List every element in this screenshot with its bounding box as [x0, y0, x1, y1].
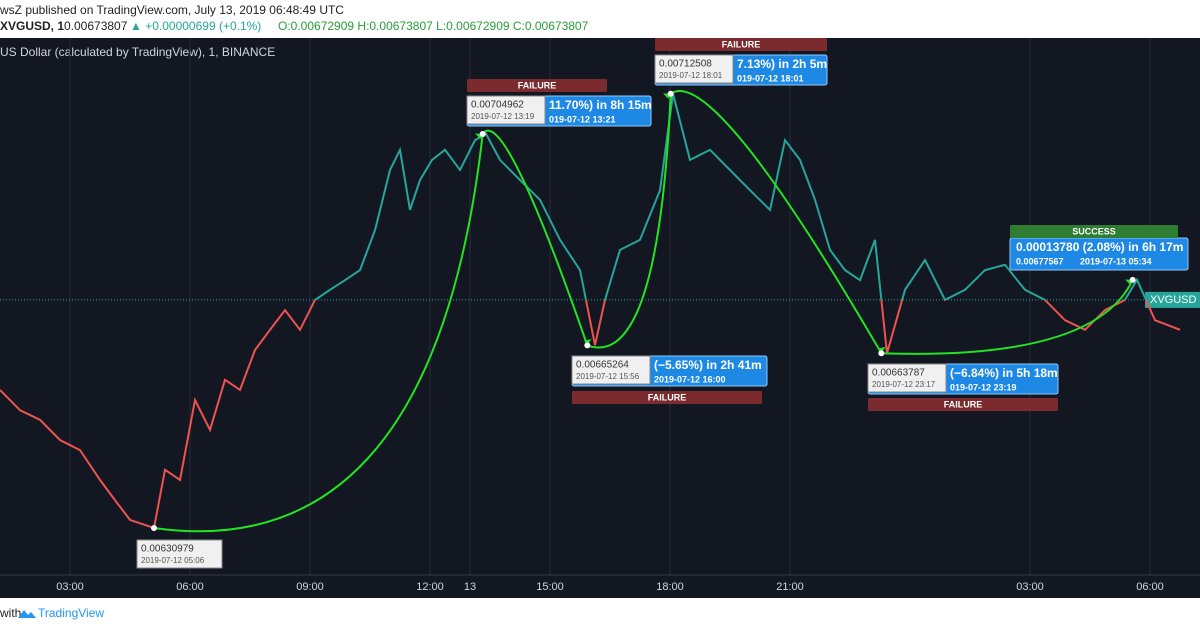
x-tick-label: 06:00 — [176, 581, 204, 593]
header-change: ▲ +0.00000699 (+0.1%) — [130, 19, 261, 33]
price-box — [867, 363, 947, 393]
price-box — [654, 54, 734, 84]
subtitle: US Dollar (calculated by TradingView), 1… — [0, 45, 275, 59]
x-tick-label: 21:00 — [776, 581, 804, 593]
price-line — [0, 93, 1181, 530]
published: wsZ published on TradingView.com, July 1… — [0, 3, 344, 17]
trend-arrow — [881, 279, 1134, 355]
x-tick-label: 12:00 — [416, 581, 444, 593]
result-end: 2019-07-13 05:34 — [1080, 256, 1152, 266]
status-bar — [572, 391, 762, 404]
price-label: 0.00712508 — [659, 59, 712, 70]
price-tag: XVGUSD — [1150, 294, 1197, 306]
status-bar — [868, 398, 1058, 411]
pivot-point — [1129, 276, 1136, 283]
header-symbol: XVGUSD, 1 — [0, 19, 64, 33]
x-tick-label: 13 — [464, 581, 476, 593]
status-bar — [1010, 225, 1178, 238]
result-change: 7.13%) in 2h 5m — [737, 57, 827, 71]
trend-arrow — [670, 89, 883, 354]
trend-arrow — [153, 133, 484, 533]
status: FAILURE — [518, 80, 557, 90]
price-label: 0.00665264 — [576, 360, 629, 371]
price-tag-bg — [1145, 291, 1200, 308]
price-box — [466, 95, 546, 125]
price-label: 0.00663787 — [872, 368, 925, 379]
footer-brand: TradingView — [38, 606, 104, 620]
result-end: 019-07-12 18:01 — [737, 73, 804, 83]
x-tick-label: 03:00 — [56, 581, 84, 593]
pivot-point — [151, 524, 157, 531]
pivot-point — [667, 90, 674, 97]
arrow-head — [584, 339, 592, 346]
status-bar — [655, 38, 827, 51]
price-box — [136, 539, 223, 569]
trend-arrow — [586, 93, 672, 349]
result-end: 019-07-12 23:19 — [950, 382, 1017, 392]
x-tick-label: 09:00 — [296, 581, 324, 593]
result-end: 2019-07-12 16:00 — [654, 374, 726, 384]
arrow-head — [878, 346, 886, 354]
result-change: (−5.65%) in 2h 41m — [654, 358, 762, 372]
status: FAILURE — [648, 392, 687, 402]
result-change: 0.00013780 (2.08%) in 6h 17m — [1016, 240, 1183, 254]
date-label: 2019-07-12 15:56 — [576, 372, 640, 381]
price-box — [571, 355, 651, 385]
date-label: 2019-07-12 13:19 — [471, 112, 535, 121]
pivot-point — [878, 350, 885, 357]
brand-logo — [18, 610, 36, 618]
date-label: 2019-07-12 18:01 — [659, 71, 723, 80]
pivot-point — [584, 342, 591, 349]
x-tick-label: 03:00 — [1016, 581, 1044, 593]
x-tick-label: 15:00 — [536, 581, 564, 593]
result-change: (−6.84%) in 5h 18m — [950, 366, 1058, 380]
status-bar — [467, 79, 607, 92]
result-end: 019-07-12 13:21 — [549, 114, 616, 124]
header-last: 0.00673807 — [64, 19, 128, 33]
pivot-point — [479, 130, 486, 137]
header-ohlc: O:0.00672909 H:0.00673807 L:0.00672909 C… — [278, 19, 589, 33]
result-change: 11.70%) in 8h 15m — [549, 98, 652, 112]
x-tick-label: 18:00 — [656, 581, 684, 593]
x-tick-label: 06:00 — [1136, 581, 1164, 593]
result-price: 0.00677567 — [1016, 256, 1064, 266]
price-label: 0.00630979 — [141, 544, 194, 555]
date-label: 2019-07-12 05:06 — [141, 556, 205, 565]
date-label: 2019-07-12 23:17 — [872, 380, 936, 389]
status: FAILURE — [944, 399, 983, 409]
footer-prefix: with — [0, 606, 21, 620]
price-label: 0.00704962 — [471, 100, 524, 111]
trend-arrow — [481, 129, 589, 346]
status: FAILURE — [722, 39, 761, 49]
status: SUCCESS — [1072, 226, 1116, 236]
